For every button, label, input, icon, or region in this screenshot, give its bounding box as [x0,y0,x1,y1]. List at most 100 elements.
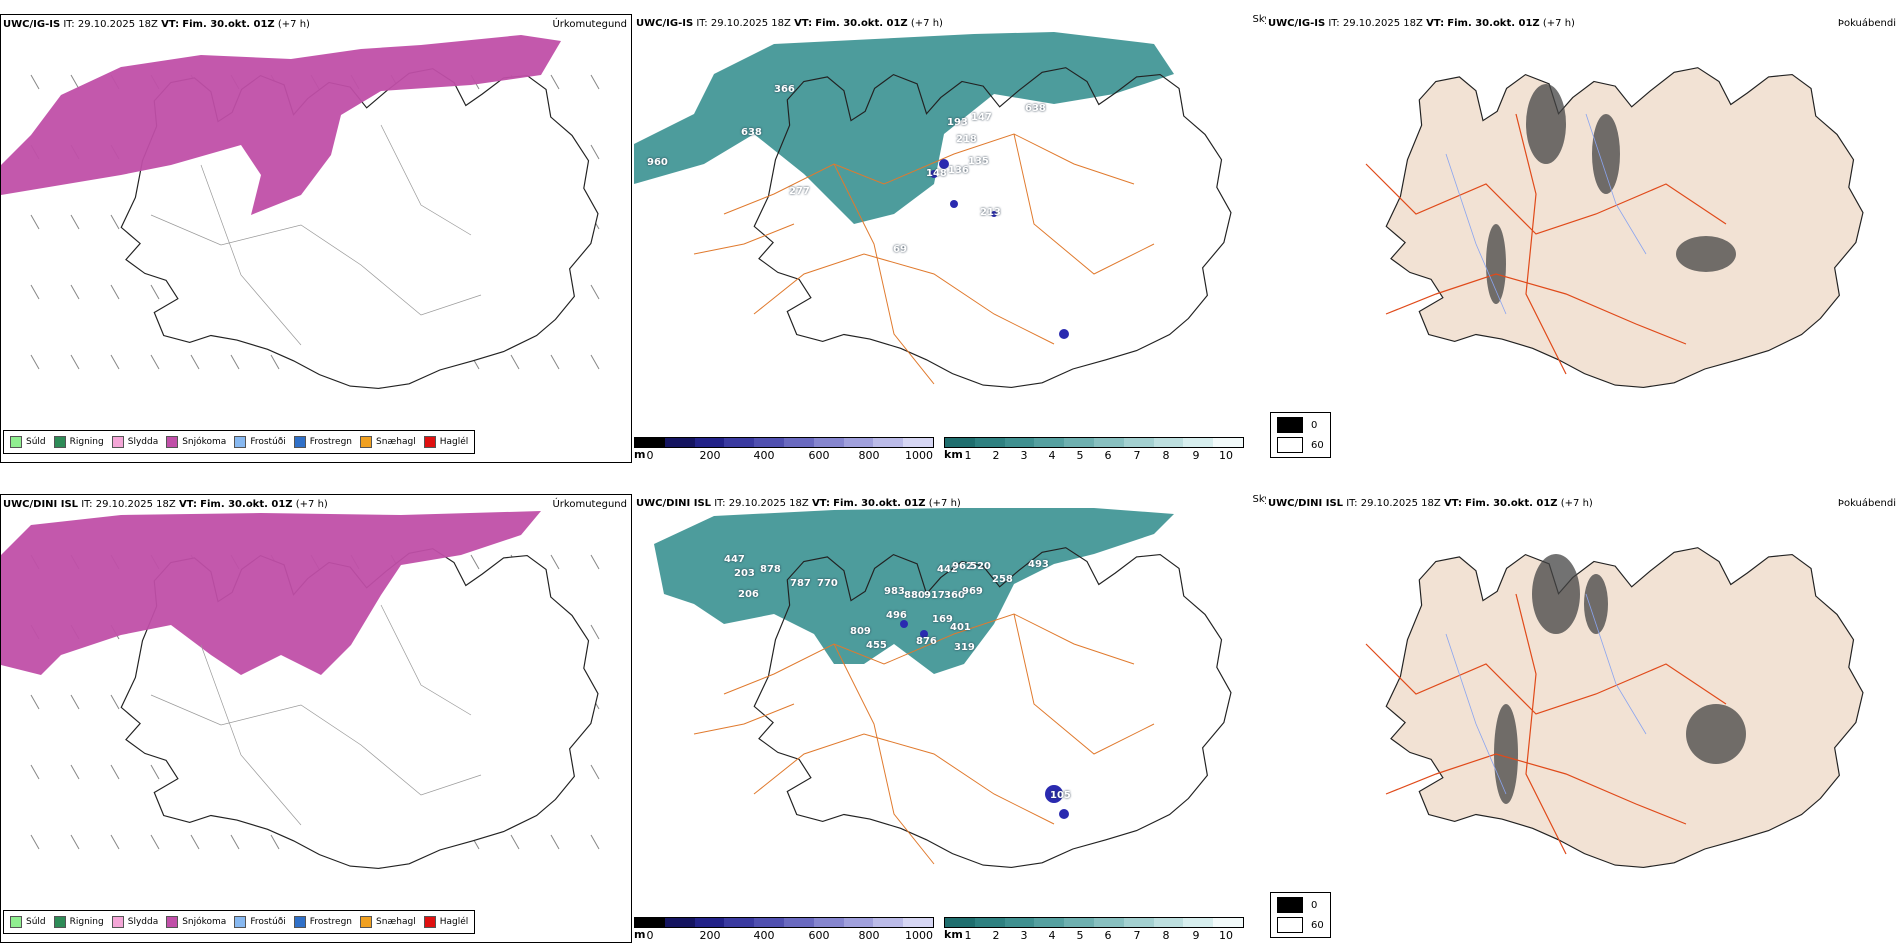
colorbar-tick: 800 [858,929,880,942]
precip-type-panel: UWC/IG-IS IT: 29.10.2025 18Z VT: Fim. 30… [0,14,632,463]
lead-time: (+7 h) [295,499,328,510]
legend-label: Haglél [439,917,469,927]
legend-swatch [360,436,373,448]
vt-value: Fim. 30.okt. 01Z [182,19,275,30]
legend-swatch [293,916,306,928]
legend-label: Snjókoma [182,437,227,447]
it-value: 29.10.2025 18Z [1360,498,1441,509]
fog-key-row: 0 [1277,417,1324,433]
colorbar-strip [634,437,934,448]
model-name: UWC/DINI ISL [3,499,79,510]
colorbar-tick: 8 [1162,929,1170,942]
legend-swatch [423,436,436,448]
it-label: IT: [1346,498,1358,509]
colorbar-strip [634,917,934,928]
precip-type-panel: UWC/DINI ISL IT: 29.10.2025 18Z VT: Fim.… [0,494,632,943]
precip-legend: Súld Rigning Slydda Snjókoma Frostúði Fr… [3,910,476,934]
vt-value: Fim. 30.okt. 01Z [815,18,908,29]
legend-item: Rigning [53,916,104,928]
legend-swatch [53,916,66,928]
fog-key: 0 60 [1270,412,1331,458]
colorbar-tick: 4 [1048,449,1056,462]
colorbar-tick: 0 [646,449,654,462]
it-label: IT: [714,498,726,509]
colorbar-tick: 6 [1104,449,1112,462]
fog-panel: UWC/DINI ISL IT: 29.10.2025 18Z VT: Fim.… [1266,494,1900,943]
vt-value: Fim. 30.okt. 01Z [1465,498,1558,509]
fog-panel: UWC/IG-IS IT: 29.10.2025 18Z VT: Fim. 30… [1266,14,1900,463]
fog-key-row: 0 [1277,897,1324,913]
colorbar-tick: 0 [646,929,654,942]
colorbar-tick: 5 [1076,449,1084,462]
colorbar-tick: 1 [964,449,972,462]
colorbar-tick: 400 [753,929,775,942]
colorbar-unit: km [944,928,963,941]
fog-key-label: 60 [1311,439,1324,451]
fog-key-row: 60 [1277,917,1324,933]
lead-time: (+7 h) [1560,498,1593,509]
colorbar-tick: 7 [1133,449,1141,462]
it-label: IT: [63,19,75,30]
fog-key-label: 0 [1311,899,1318,911]
legend-item: Snæhagl [360,916,416,928]
legend-item: Frostregn [293,916,352,928]
precip-type-map [1,511,600,869]
legend-item: Snjókoma [166,436,226,448]
legend-label: Slydda [127,917,159,927]
colorbar-tick: 10 [1219,449,1233,462]
lead-time: (+7 h) [910,18,943,29]
legend-label: Haglél [439,437,469,447]
fog-swatch [1277,897,1303,913]
colorbar-unit: km [944,448,963,461]
legend-item: Frostregn [293,436,353,448]
legend-item: Haglél [423,916,469,928]
vt-label: VT: [794,18,813,29]
colorbar-tick: 1 [964,929,972,942]
legend-item: Frostúði [234,916,286,928]
colorbar-tick: 8 [1162,449,1170,462]
model-name: UWC/IG-IS [636,18,694,29]
visibility-colorbar: km 1 2 3 4 5 6 7 8 9 10 [944,917,1244,942]
lead-time: (+7 h) [1542,18,1575,29]
colorbar-tick: 10 [1219,929,1233,942]
vt-label: VT: [1426,18,1445,29]
legend-item: Súld [10,436,46,448]
legend-swatch [423,916,436,928]
colorbar-tick: 9 [1192,929,1200,942]
cloud-visibility-map [634,32,1232,388]
fog-key-label: 60 [1311,919,1324,931]
colorbar-unit: m [634,448,646,461]
model-name: UWC/DINI ISL [636,498,712,509]
vt-label: VT: [811,498,830,509]
colorbar-tick: 600 [808,929,830,942]
colorbar-tick: 7 [1133,929,1141,942]
it-value: 29.10.2025 18Z [77,19,158,30]
lead-time: (+7 h) [928,498,961,509]
legend-swatch [360,916,373,928]
legend-item: Rigning [53,436,104,448]
legend-label: Frostregn [309,437,353,447]
legend-swatch [234,436,247,448]
model-name: UWC/IG-IS [3,19,61,30]
colorbar-tick: 9 [1192,449,1200,462]
colorbar-strip [944,917,1244,928]
precip-legend: Súld Rigning Slydda Snjókoma Frostúði Fr… [3,430,476,454]
fog-swatch [1277,417,1303,433]
cloud-visibility-map [654,508,1232,868]
colorbar-tick: 1000 [905,929,933,942]
legend-label: Frostúði [250,437,286,447]
colorbar-tick: 200 [699,449,721,462]
it-label: IT: [1328,18,1340,29]
it-label: IT: [81,499,93,510]
fog-key-label: 0 [1311,419,1318,431]
legend-label: Snæhagl [376,437,416,447]
legend-label: Snjókoma [182,917,227,927]
colorbar-tick: 2 [992,449,1000,462]
it-value: 29.10.2025 18Z [728,498,809,509]
vt-label: VT: [178,499,197,510]
fog-swatch [1277,917,1303,933]
it-label: IT: [696,18,708,29]
panel-label: Þokuábendi [1837,18,1896,29]
vt-value: Fim. 30.okt. 01Z [833,498,926,509]
legend-label: Súld [26,437,46,447]
